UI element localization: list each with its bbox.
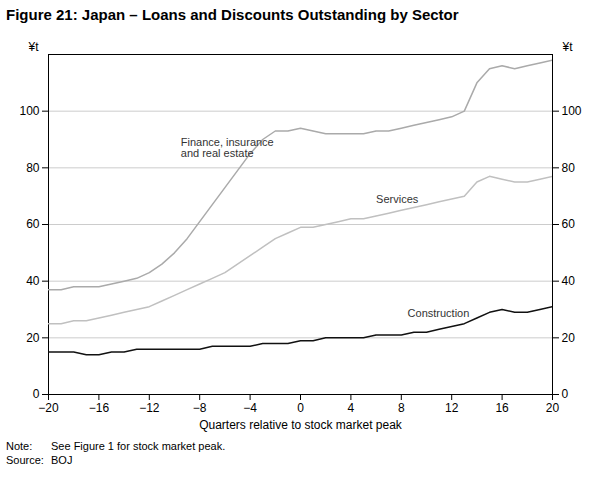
svg-text:80: 80 (562, 161, 576, 175)
svg-text:¥t: ¥t (28, 40, 40, 54)
svg-text:0: 0 (297, 401, 304, 415)
svg-text:20: 20 (546, 401, 560, 415)
svg-text:16: 16 (495, 401, 509, 415)
html-text:Figure 21: Japan – Loans and D: Figure 21: Japan – Loans and Discounts O… (6, 6, 459, 23)
svg-text:40: 40 (562, 274, 576, 288)
html-text:Note:: Note: (6, 440, 33, 452)
svg-text:60: 60 (26, 217, 40, 231)
svg-text:20: 20 (562, 331, 576, 345)
svg-text:Services: Services (376, 193, 419, 205)
svg-text:60: 60 (562, 217, 576, 231)
svg-text:¥t: ¥t (561, 40, 573, 54)
svg-text:40: 40 (26, 274, 40, 288)
svg-text:Construction: Construction (408, 307, 470, 319)
svg-text:100: 100 (562, 104, 582, 118)
svg-text:−8: −8 (193, 401, 207, 415)
svg-text:Finance, insuranceand real est: Finance, insuranceand real estate (181, 136, 274, 159)
svg-text:0: 0 (562, 387, 569, 401)
svg-text:12: 12 (445, 401, 459, 415)
svg-text:80: 80 (26, 161, 40, 175)
svg-text:20: 20 (26, 331, 40, 345)
html-text:BOJ: BOJ (51, 454, 73, 466)
svg-text:0: 0 (33, 387, 40, 401)
svg-text:4: 4 (348, 401, 355, 415)
svg-text:−12: −12 (139, 401, 160, 415)
svg-text:100: 100 (19, 104, 39, 118)
html-text:Source:: Source: (6, 454, 44, 466)
svg-text:−4: −4 (243, 401, 257, 415)
svg-text:8: 8 (398, 401, 405, 415)
svg-text:Quarters relative to stock mar: Quarters relative to stock market peak (199, 418, 403, 432)
svg-text:−20: −20 (38, 401, 59, 415)
html-text:See Figure 1 for stock market: See Figure 1 for stock market peak. (51, 440, 226, 452)
svg-text:−16: −16 (89, 401, 110, 415)
